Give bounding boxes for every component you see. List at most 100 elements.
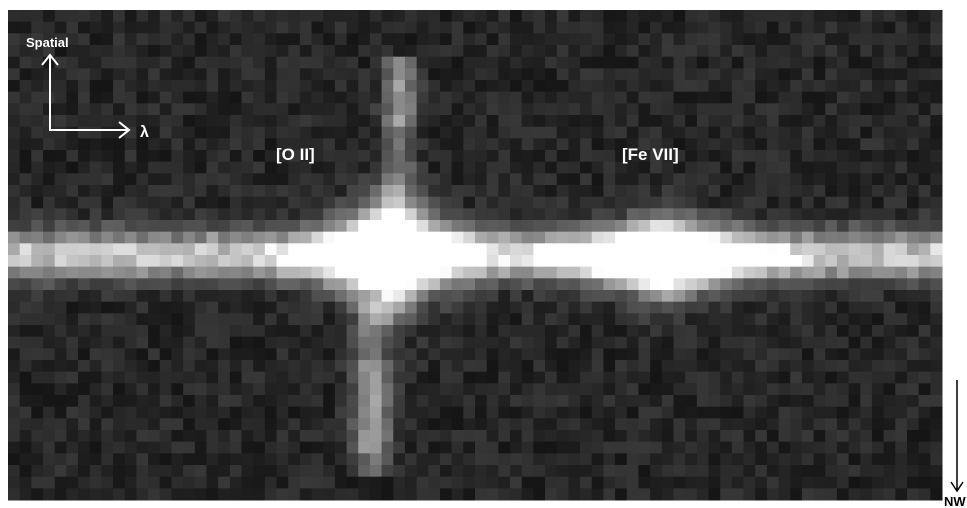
pixel bbox=[113, 278, 126, 291]
pixel bbox=[358, 196, 371, 209]
pixel bbox=[825, 173, 838, 186]
pixel bbox=[183, 430, 196, 443]
pixel bbox=[673, 115, 686, 128]
pixel bbox=[194, 91, 207, 104]
pixel bbox=[241, 161, 254, 174]
pixel bbox=[206, 231, 219, 244]
pixel bbox=[860, 290, 873, 303]
pixel bbox=[428, 231, 441, 244]
pixel bbox=[778, 173, 791, 186]
pixel bbox=[89, 476, 102, 489]
pixel bbox=[568, 313, 581, 326]
pixel bbox=[78, 430, 91, 443]
pixel bbox=[381, 231, 394, 244]
pixel bbox=[416, 266, 429, 279]
pixel bbox=[696, 196, 710, 209]
pixel bbox=[54, 266, 67, 279]
pixel bbox=[241, 185, 254, 198]
pixel bbox=[708, 430, 721, 443]
pixel bbox=[31, 45, 44, 58]
pixel bbox=[568, 208, 581, 221]
pixel bbox=[171, 441, 184, 454]
pixel bbox=[218, 266, 231, 279]
pixel bbox=[113, 68, 126, 81]
pixel bbox=[545, 383, 558, 396]
pixel bbox=[8, 488, 21, 501]
pixel bbox=[720, 476, 733, 489]
pixel bbox=[720, 301, 733, 314]
pixel bbox=[148, 336, 161, 349]
pixel bbox=[790, 418, 803, 431]
pixel bbox=[194, 196, 207, 209]
pixel bbox=[311, 208, 324, 221]
pixel bbox=[766, 266, 780, 279]
pixel bbox=[288, 476, 301, 489]
pixel bbox=[638, 371, 651, 384]
pixel bbox=[229, 21, 243, 34]
pixel bbox=[206, 418, 219, 431]
pixel bbox=[545, 103, 558, 116]
pixel bbox=[264, 266, 278, 279]
pixel bbox=[416, 103, 429, 116]
pixel bbox=[813, 208, 826, 221]
pixel bbox=[813, 266, 826, 279]
pixel bbox=[650, 173, 663, 186]
pixel bbox=[451, 68, 464, 81]
pixel bbox=[439, 290, 453, 303]
pixel bbox=[171, 278, 184, 291]
pixel bbox=[778, 325, 791, 338]
pixel bbox=[218, 418, 231, 431]
pixel bbox=[545, 266, 558, 279]
pixel bbox=[836, 383, 850, 396]
pixel bbox=[673, 465, 686, 478]
pixel bbox=[8, 476, 21, 489]
pixel bbox=[334, 21, 348, 34]
pixel bbox=[358, 138, 371, 151]
pixel bbox=[148, 10, 161, 23]
pixel bbox=[8, 301, 21, 314]
pixel bbox=[369, 441, 383, 454]
pixel bbox=[720, 313, 733, 326]
pixel bbox=[556, 91, 569, 104]
pixel bbox=[790, 231, 803, 244]
pixel bbox=[311, 33, 324, 46]
pixel bbox=[229, 290, 243, 303]
pixel bbox=[743, 406, 756, 419]
pixel bbox=[650, 325, 663, 338]
pixel bbox=[276, 301, 289, 314]
pixel bbox=[615, 360, 628, 373]
pixel bbox=[860, 371, 873, 384]
pixel bbox=[358, 360, 371, 373]
pixel bbox=[790, 336, 803, 349]
pixel bbox=[218, 255, 231, 268]
pixel bbox=[860, 348, 873, 361]
pixel bbox=[101, 231, 114, 244]
pixel bbox=[369, 80, 383, 93]
pixel bbox=[89, 91, 102, 104]
pixel bbox=[416, 220, 429, 233]
pixel bbox=[253, 185, 266, 198]
pixel bbox=[615, 243, 628, 256]
pixel bbox=[89, 10, 102, 23]
pixel bbox=[918, 418, 931, 431]
pixel bbox=[159, 126, 172, 139]
pixel bbox=[43, 325, 56, 338]
pixel bbox=[486, 453, 499, 466]
pixel bbox=[253, 430, 266, 443]
pixel bbox=[813, 441, 826, 454]
pixel bbox=[673, 266, 686, 279]
pixel bbox=[66, 173, 79, 186]
pixel bbox=[101, 441, 114, 454]
pixel bbox=[708, 231, 721, 244]
pixel bbox=[206, 430, 219, 443]
pixel bbox=[43, 441, 56, 454]
pixel bbox=[825, 290, 838, 303]
pixel bbox=[895, 80, 908, 93]
pixel bbox=[778, 185, 791, 198]
pixel bbox=[229, 161, 243, 174]
pixel bbox=[393, 150, 406, 163]
pixel bbox=[766, 185, 780, 198]
pixel bbox=[183, 196, 196, 209]
pixel bbox=[171, 173, 184, 186]
pixel bbox=[8, 325, 21, 338]
